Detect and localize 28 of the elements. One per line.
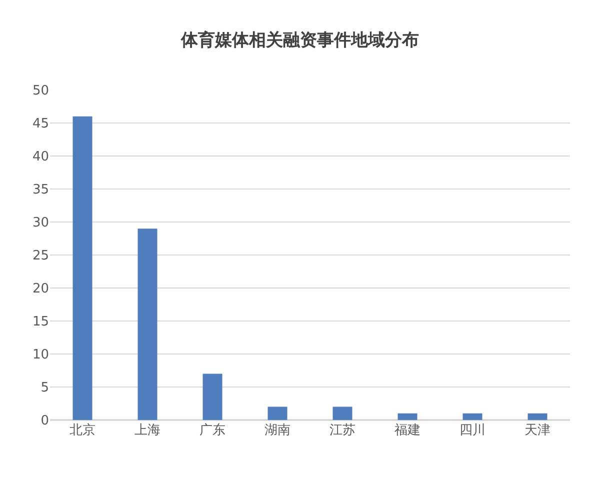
- y-tick-label: 0: [40, 414, 49, 429]
- y-tick-label: 5: [40, 380, 49, 396]
- x-tick-label: 天津: [524, 423, 550, 438]
- y-tick-label: 45: [32, 116, 49, 132]
- y-tick-label: 25: [32, 248, 49, 264]
- x-tick-label: 广东: [200, 423, 226, 438]
- y-tick-label: 20: [32, 282, 49, 297]
- bar: [202, 374, 222, 420]
- bar: [528, 413, 548, 420]
- x-tick-label: 江苏: [330, 423, 356, 438]
- bar: [332, 406, 352, 420]
- y-tick-label: 15: [32, 314, 49, 330]
- x-tick-label: 福建: [394, 423, 420, 438]
- bar: [138, 228, 158, 420]
- x-tick-label: 上海: [134, 423, 160, 438]
- y-tick-label: 40: [32, 150, 49, 165]
- bar: [398, 413, 418, 420]
- x-tick-label: 湖南: [264, 423, 290, 438]
- x-tick-label: 四川: [460, 423, 486, 438]
- bar: [268, 406, 288, 420]
- y-tick-label: 50: [32, 84, 49, 99]
- chart-title: 体育媒体相关融资事件地域分布: [180, 30, 419, 50]
- x-tick-label: 北京: [70, 423, 96, 438]
- bar: [462, 413, 482, 420]
- bar: [72, 116, 92, 420]
- y-tick-label: 10: [32, 348, 49, 363]
- y-tick-label: 30: [32, 216, 49, 231]
- y-tick-label: 35: [32, 182, 49, 198]
